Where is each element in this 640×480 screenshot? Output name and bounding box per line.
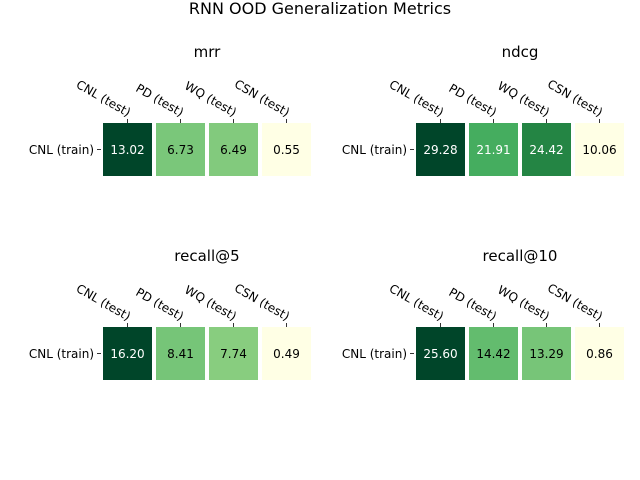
heatmap-1: mrr CNL (test) PD (test)WQ (test)CSN (test… (29, 43, 311, 176)
heatmap-cell (416, 327, 465, 380)
cell-value-label: 25.60 (423, 347, 457, 361)
row-label: CNL (train) (29, 143, 94, 157)
heatmap-cell (522, 123, 571, 176)
cell-value-label: 7.74 (220, 347, 247, 361)
cell-value-label: 0.55 (273, 143, 300, 157)
cell-value-label: 13.02 (110, 143, 144, 157)
row-label: CNL (train) (342, 347, 407, 361)
cell-value-label: 0.86 (586, 347, 613, 361)
cell-value-label: 21.91 (476, 143, 510, 157)
cell-value-label: 6.49 (220, 143, 247, 157)
col-label: CNL (test) (387, 281, 446, 323)
row-label: CNL (train) (342, 143, 407, 157)
col-label: WQ (test) (495, 283, 552, 324)
col-label: CSN (test) (545, 281, 605, 324)
panel-title: ndcg (502, 43, 539, 61)
cell-value-label: 6.73 (167, 143, 194, 157)
heatmap-cell (469, 123, 518, 176)
heatmap-cell (416, 123, 465, 176)
cell-value-label: 29.28 (423, 143, 457, 157)
cell-value-label: 10.06 (582, 143, 616, 157)
col-label: WQ (test) (182, 283, 239, 324)
heatmap-cell (209, 123, 258, 176)
col-label: CSN (test) (232, 77, 292, 120)
heatmap-cell (156, 123, 205, 176)
col-label: PD (test) (133, 285, 186, 323)
cell-value-label: 0.49 (273, 347, 300, 361)
heatmap-cell (575, 327, 624, 380)
heatmap-2: ndcg CNL (test) PD (test)WQ (test)CSN (tes… (342, 43, 624, 176)
heatmap-4: recall@10 CNL (test) PD (test)WQ (test)CSN… (342, 247, 624, 380)
col-label: CNL (test) (74, 77, 133, 119)
cell-value-label: 8.41 (167, 347, 194, 361)
heatmap-cell (156, 327, 205, 380)
row-label: CNL (train) (29, 347, 94, 361)
cell-value-label: 14.42 (476, 347, 510, 361)
col-label: CSN (test) (232, 281, 292, 324)
col-label: WQ (test) (182, 79, 239, 120)
panel-title: recall@10 (483, 247, 558, 265)
col-label: PD (test) (446, 285, 499, 323)
col-label: CNL (test) (74, 281, 133, 323)
col-label: CSN (test) (545, 77, 605, 120)
figure-title: RNN OOD Generalization Metrics (189, 0, 451, 18)
heatmap-cell (103, 327, 152, 380)
col-label: WQ (test) (495, 79, 552, 120)
heatmap-3: recall@5 CNL (test) PD (test)WQ (test)CSN … (29, 247, 311, 380)
panel-title: mrr (194, 43, 222, 61)
heatmap-cell (522, 327, 571, 380)
cell-value-label: 13.29 (529, 347, 563, 361)
heatmap-cell (469, 327, 518, 380)
heatmap-cell (262, 123, 311, 176)
col-label: PD (test) (133, 81, 186, 119)
col-label: PD (test) (446, 81, 499, 119)
heatmap-cell (575, 123, 624, 176)
heatmap-cell (262, 327, 311, 380)
cell-value-label: 16.20 (110, 347, 144, 361)
col-label: CNL (test) (387, 77, 446, 119)
panel-title: recall@5 (174, 247, 239, 265)
heatmap-cell (209, 327, 258, 380)
cell-value-label: 24.42 (529, 143, 563, 157)
heatmap-cell (103, 123, 152, 176)
